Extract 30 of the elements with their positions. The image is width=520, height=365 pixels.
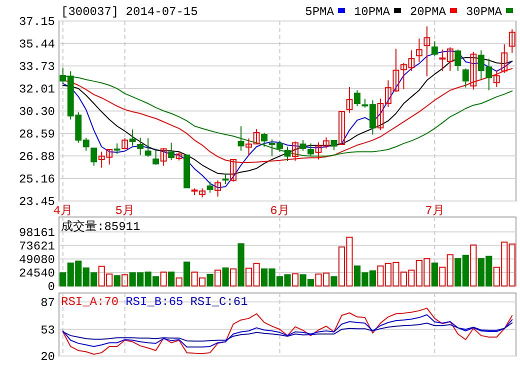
legend-label: 20PMA <box>410 5 447 19</box>
text: RSI_C:61 <box>190 295 248 309</box>
x-tick-label: 5月 <box>115 204 134 218</box>
y-tick-label: 28.59 <box>18 127 55 142</box>
y-tick-label: 73621 <box>18 239 55 254</box>
legend-label: 5PMA <box>305 5 335 19</box>
y-tick-label: 53 <box>40 323 55 338</box>
chart-title: [300037] 2014-07-15 <box>61 5 198 19</box>
legend-label: 10PMA <box>354 5 391 19</box>
y-tick-label: 0 <box>48 280 55 294</box>
y-tick-label: 24540 <box>18 266 55 280</box>
x-tick-label: 4月 <box>53 204 72 218</box>
y-tick-label: 20 <box>40 350 55 364</box>
y-tick-label: 33.73 <box>18 60 55 74</box>
y-tick-label: 26.88 <box>18 150 55 164</box>
y-tick-label: 35.44 <box>18 37 55 52</box>
x-tick-label: 6月 <box>270 204 290 218</box>
text: RSI_B:65 <box>126 295 184 309</box>
y-tick-label: 23.45 <box>18 195 55 209</box>
y-tick-label: 25.16 <box>18 172 55 187</box>
y-tick-label: 49080 <box>18 252 55 267</box>
y-tick-label: 32.01 <box>18 82 55 97</box>
y-tick-label: 87 <box>40 296 55 310</box>
x-tick-label: 7月 <box>425 204 444 218</box>
y-tick-label: 30.30 <box>18 105 55 119</box>
y-tick-label: 98161 <box>18 226 55 240</box>
y-tick-label: 37.15 <box>18 15 55 29</box>
series-label: RSI_A:70 <box>61 295 119 309</box>
annotation: 成交量:85911 <box>61 219 140 234</box>
legend-label: 30PMA <box>466 5 503 19</box>
